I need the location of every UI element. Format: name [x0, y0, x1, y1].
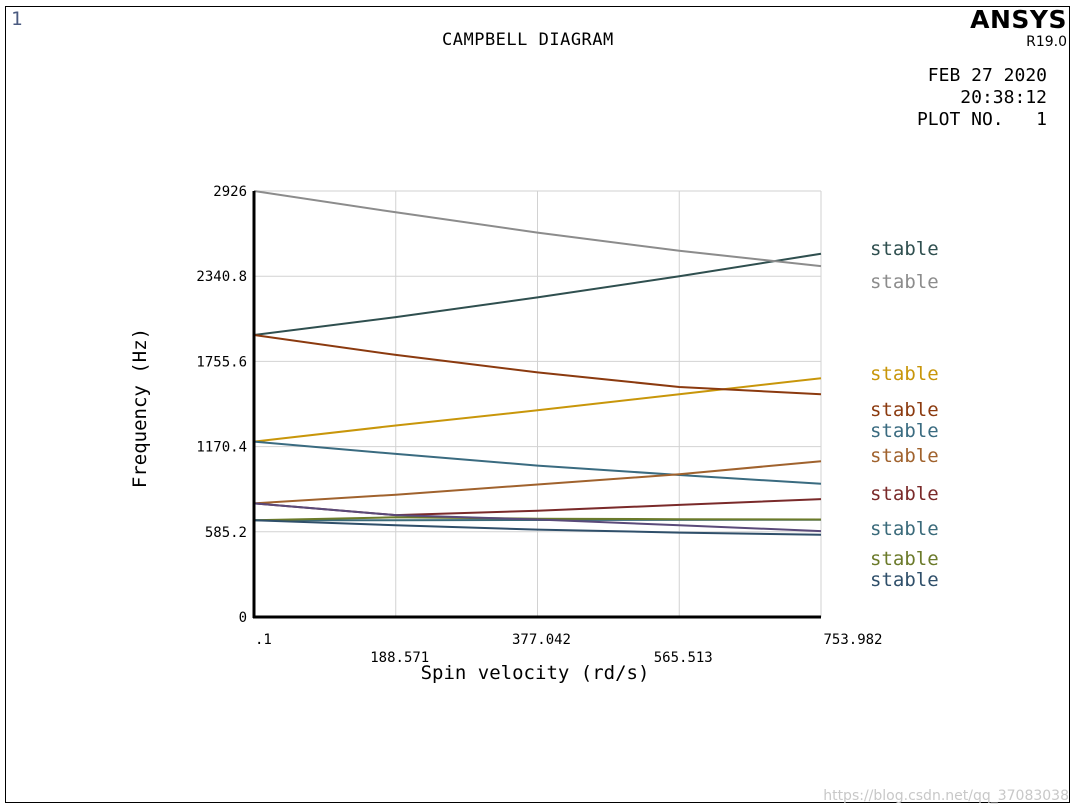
series-mode-10 — [253, 519, 822, 536]
series-mode-6 — [253, 460, 822, 505]
window-number: 1 — [11, 8, 23, 30]
plot-number-label: PLOT NO. — [916, 109, 1004, 130]
y-axis-label: Frequency (Hz) — [129, 328, 151, 488]
y-tick-label: 585.2 — [205, 525, 247, 541]
series-mode-11 — [253, 502, 822, 533]
legend-entry: stable — [870, 399, 939, 421]
chart-title: CAMPBELL DIAGRAM — [442, 30, 614, 50]
x-tick-label: .1 — [255, 632, 272, 648]
x-tick-label: 565.513 — [654, 650, 713, 666]
series-mode-1 — [253, 252, 822, 336]
series-mode-5 — [253, 440, 822, 485]
legend-entry: stable — [870, 483, 939, 505]
plot-date: FEB 27 2020 — [927, 65, 1047, 86]
watermark: https://blog.csdn.net/qq_37083038 — [823, 788, 1069, 804]
y-tick-label: 2340.8 — [196, 269, 247, 285]
x-axis-label: Spin velocity (rd/s) — [421, 662, 650, 684]
tick-labels: 0 585.2 1170.4 1755.6 2340.8 2926 .1 188.571 377… — [196, 184, 882, 666]
legend-entry: stable — [870, 238, 939, 260]
legend-entry: stable — [870, 569, 939, 591]
series-lines — [253, 190, 822, 536]
plot-meta: FEB 27 2020 20:38:12 PLOT NO. 1 — [917, 65, 1047, 131]
plot-frame — [5, 6, 1070, 803]
legend-entry: stable — [870, 548, 939, 570]
y-tick-label: 1170.4 — [196, 440, 247, 456]
brand-version: R19.0 — [1026, 34, 1067, 50]
legend-entry: stable — [870, 420, 939, 442]
x-tick-label: 377.042 — [512, 632, 571, 648]
brand-logo: ANSYS R19.0 — [970, 5, 1067, 51]
axes — [252, 191, 821, 619]
legend-entry: stable — [870, 445, 939, 467]
plot-time: 20:38:12 — [960, 87, 1047, 108]
x-tick-label: 753.982 — [823, 632, 882, 648]
legend: stablestablestablestablestablestablestab… — [870, 238, 939, 591]
legend-entry: stable — [870, 271, 939, 293]
legend-entry: stable — [870, 363, 939, 385]
legend-entry: stable — [870, 518, 939, 540]
plot-number-value: 1 — [1036, 109, 1047, 130]
grid — [254, 190, 822, 617]
plot-number: PLOT NO. 1 — [917, 109, 1047, 131]
series-mode-2 — [253, 190, 822, 268]
brand-name: ANSYS — [970, 5, 1067, 34]
y-tick-label: 1755.6 — [196, 354, 247, 370]
y-tick-label: 0 — [239, 610, 247, 626]
series-mode-4 — [253, 334, 822, 396]
y-tick-label: 2926 — [213, 184, 247, 200]
x-tick-label: 188.571 — [370, 650, 429, 666]
